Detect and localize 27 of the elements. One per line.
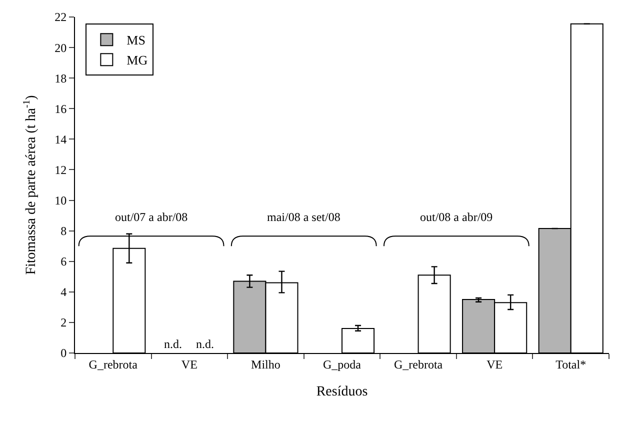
y-tick-label: 0 <box>60 346 67 360</box>
annotation: out/07 a abr/08 <box>115 210 188 224</box>
x-tick-label: VE <box>486 357 503 372</box>
x-tick-label: G_rebrota <box>394 357 444 372</box>
x-tick-label: VE <box>181 357 198 372</box>
x-tick-label: G_rebrota <box>88 357 138 372</box>
y-tick-label: 22 <box>54 10 67 24</box>
y-tick-label: 10 <box>54 193 67 208</box>
annotation: n.d. <box>196 337 214 351</box>
annotation: mai/08 a set/08 <box>267 210 340 224</box>
y-tick-label: 2 <box>60 316 67 330</box>
annotation: n.d. <box>164 337 182 351</box>
y-tick-label: 16 <box>54 102 67 116</box>
x-tick-label: Total* <box>556 357 586 372</box>
annotation: out/08 a abr/09 <box>420 210 493 224</box>
y-tick-label: 6 <box>60 254 67 269</box>
legend-label: MG <box>126 52 148 68</box>
y-tick-label: 20 <box>54 40 67 55</box>
y-tick-label: 8 <box>60 224 67 238</box>
x-tick-label: G_poda <box>323 357 362 372</box>
x-tick-label: Milho <box>251 357 280 372</box>
y-tick-label: 14 <box>54 132 67 146</box>
legend-label: MS <box>126 32 146 48</box>
y-tick-label: 4 <box>60 285 67 300</box>
y-tick-label: 12 <box>54 162 67 177</box>
x-axis-title: Resíduos <box>316 384 368 400</box>
y-tick-label: 18 <box>54 71 67 86</box>
